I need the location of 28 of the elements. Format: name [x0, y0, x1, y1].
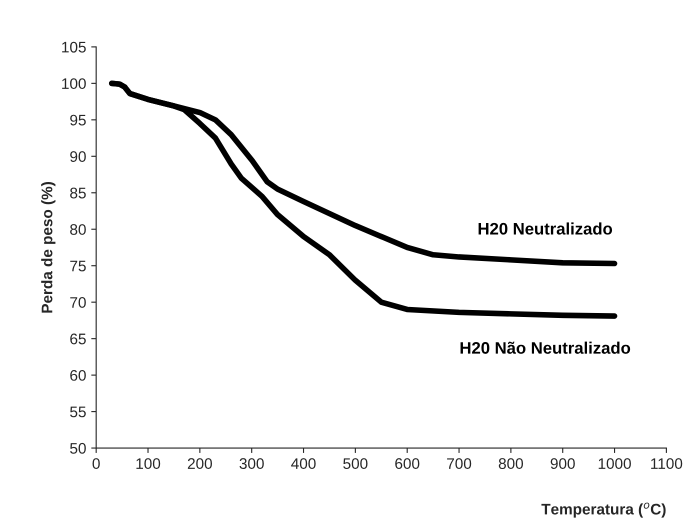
y-tick-label: 60 [70, 370, 86, 381]
x-tick-label: 500 [343, 458, 368, 470]
x-tick-label: 600 [395, 458, 420, 470]
y-tick-label: 85 [70, 188, 86, 198]
y-tick-label: 105 [62, 42, 86, 53]
y-tick-label: 65 [70, 334, 86, 344]
series-label: H20 Neutralizado [478, 222, 612, 235]
y-tick-label: 55 [70, 406, 86, 418]
y-tick-label: 95 [70, 114, 86, 126]
y-tick-label: 90 [70, 151, 86, 162]
x-tick-label: 700 [447, 458, 472, 470]
x-axis-title: Temperatura ($^{o}$C) [541, 502, 666, 518]
y-tick-label: 50 [70, 442, 86, 454]
x-tick-label: 300 [240, 458, 264, 470]
x-tick-label: 400 [291, 458, 316, 470]
x-tick-label: 800 [498, 458, 524, 470]
series-label: H20 Não Neutralizado [460, 342, 630, 354]
y-tick-label: 70 [70, 297, 86, 308]
y-axis-title: Perda de peso (%) [41, 182, 56, 313]
x-tick-label: 100 [136, 458, 160, 470]
x-tick-label: 200 [188, 458, 212, 470]
x-tick-label: 900 [550, 458, 575, 470]
y-tick-label: 75 [70, 260, 86, 272]
x-tick-label: 0 [92, 458, 100, 470]
x-tick-label: 1100 [651, 458, 682, 470]
y-tick-label: 100 [62, 78, 86, 90]
x-tick-label: 1000 [598, 458, 631, 470]
y-tick-label: 80 [70, 224, 86, 235]
